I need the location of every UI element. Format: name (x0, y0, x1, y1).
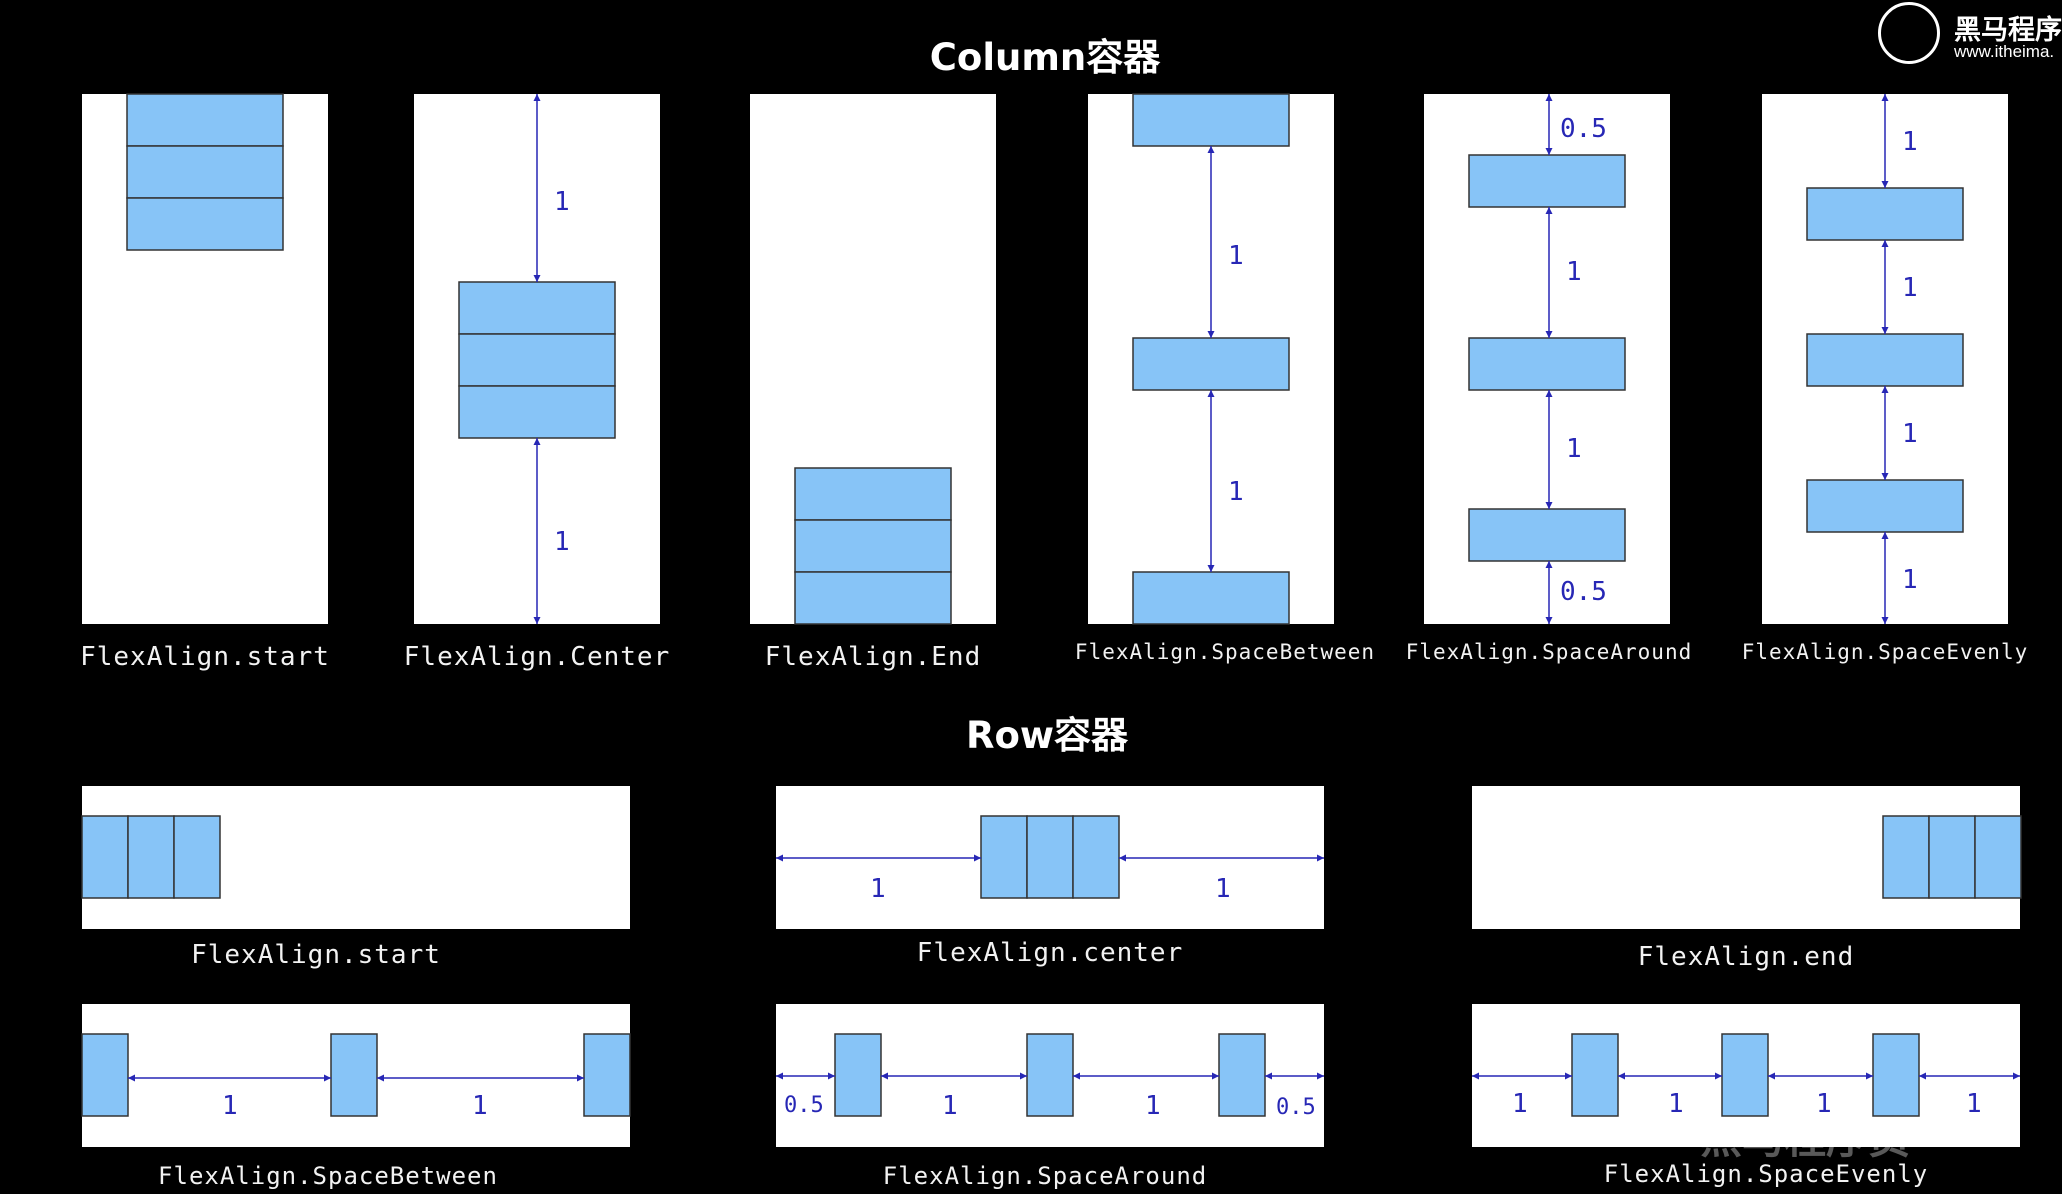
spacing-label: 1 (942, 1091, 958, 1121)
spacing-label: 1 (554, 527, 570, 557)
flex-item-box (794, 519, 952, 573)
spacing-label: 0.5 (784, 1093, 824, 1118)
flex-item-box (127, 815, 175, 899)
panel-caption: FlexAlign.SpaceBetween (158, 1162, 498, 1190)
flex-item-box (81, 1033, 129, 1117)
spacing-label: 1 (222, 1091, 238, 1121)
panel-caption: FlexAlign.End (764, 642, 982, 672)
flex-item-box (458, 281, 616, 335)
panel-caption: FlexAlign.end (1637, 942, 1855, 972)
flex-item-box (1872, 1033, 1920, 1117)
flex-item-box (1218, 1033, 1266, 1117)
flex-item-box (1468, 154, 1626, 208)
spacing-label: 1 (1902, 419, 1918, 449)
video-watermark: 黑马程序员 (1700, 1114, 1911, 1163)
spacing-label: 1 (1966, 1089, 1982, 1119)
flex-item-box (126, 145, 284, 199)
flex-item-box (1132, 571, 1290, 625)
flex-item-box (126, 93, 284, 147)
flex-item-box (1974, 815, 2022, 899)
flex-item-box (1026, 815, 1074, 899)
logo-name: 黑马程序 (1954, 15, 2062, 46)
flex-item-box (330, 1033, 378, 1117)
flex-item-box (1721, 1033, 1769, 1117)
flex-item-box (1806, 187, 1964, 241)
panel-caption: FlexAlign.SpaceAround (1405, 640, 1693, 664)
spacing-label: 1 (554, 187, 570, 217)
panel-caption: FlexAlign.center (916, 938, 1184, 968)
flex-item-box (1132, 337, 1290, 391)
spacing-label: 1 (1902, 273, 1918, 303)
panel-caption: FlexAlign.SpaceBetween (1074, 640, 1376, 664)
horse-logo-icon (1878, 2, 1940, 64)
spacing-label: 1 (472, 1091, 488, 1121)
flex-item-box (126, 197, 284, 251)
spacing-label: 1 (1902, 565, 1918, 595)
flex-item-box (1132, 93, 1290, 147)
spacing-label: 1 (1668, 1089, 1684, 1119)
spacing-label: 0.5 (1560, 114, 1607, 144)
flex-item-box (1571, 1033, 1619, 1117)
flex-item-box (1928, 815, 1976, 899)
spacing-label: 1 (1816, 1089, 1832, 1119)
panel-caption: FlexAlign.SpaceAround (882, 1162, 1208, 1190)
itheima-logo: 黑马程序 www.itheima. (1874, 0, 2062, 70)
flex-item-box (583, 1033, 631, 1117)
flex-item-box (794, 467, 952, 521)
spacing-label: 1 (1902, 127, 1918, 157)
panel-caption: FlexAlign.SpaceEvenly (1603, 1160, 1929, 1188)
spacing-label: 1 (1566, 257, 1582, 287)
flex-item-box (1806, 333, 1964, 387)
spacing-label: 1 (1215, 874, 1231, 904)
flex-item-box (1468, 508, 1626, 562)
flex-item-box (81, 815, 129, 899)
panel-caption: FlexAlign.start (80, 642, 330, 672)
spacing-label: 1 (1145, 1091, 1161, 1121)
flex-item-box (1468, 337, 1626, 391)
logo-url: www.itheima. (1954, 42, 2055, 61)
flex-item-box (1026, 1033, 1074, 1117)
row-section-title: Row容器 (965, 714, 1129, 757)
spacing-label: 1 (1512, 1089, 1528, 1119)
spacing-label: 1 (1228, 241, 1244, 271)
column-section-title: Column容器 (929, 36, 1161, 79)
flex-item-box (458, 333, 616, 387)
panel-caption: FlexAlign.start (191, 940, 441, 970)
flex-item-box (173, 815, 221, 899)
flex-item-box (458, 385, 616, 439)
flex-item-box (794, 571, 952, 625)
flex-item-box (834, 1033, 882, 1117)
spacing-label: 0.5 (1560, 577, 1607, 607)
flex-item-box (1882, 815, 1930, 899)
spacing-label: 0.5 (1276, 1095, 1316, 1120)
panel-caption: FlexAlign.SpaceEvenly (1741, 640, 2029, 664)
flex-item-box (1072, 815, 1120, 899)
spacing-label: 1 (870, 874, 886, 904)
flex-item-box (1806, 479, 1964, 533)
flex-item-box (980, 815, 1028, 899)
panel-caption: FlexAlign.Center (403, 642, 671, 672)
spacing-label: 1 (1566, 434, 1582, 464)
spacing-label: 1 (1228, 477, 1244, 507)
